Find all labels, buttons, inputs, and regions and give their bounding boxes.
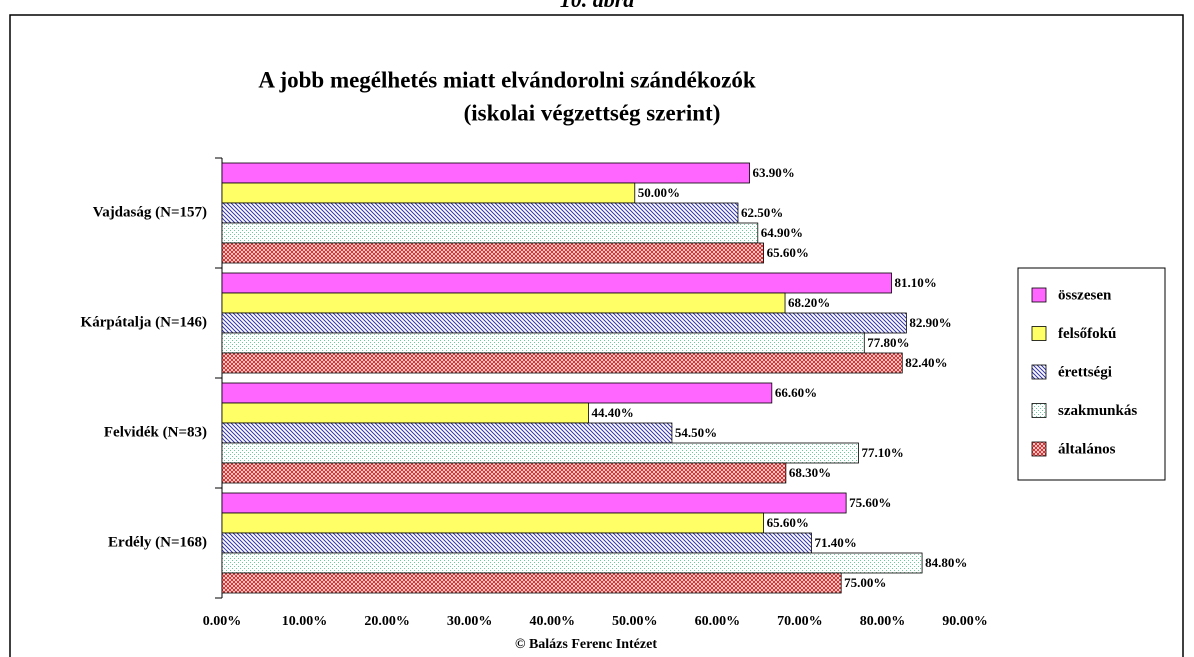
value-label: 65.60% bbox=[767, 515, 809, 530]
legend-swatch bbox=[1031, 403, 1047, 418]
x-tick-label: 10.00% bbox=[282, 614, 328, 629]
bar bbox=[221, 382, 773, 404]
value-label: 84.80% bbox=[925, 555, 967, 570]
y-tick-label: Erdély (N=168) bbox=[108, 534, 207, 550]
value-label: 64.90% bbox=[761, 225, 803, 240]
value-label: 63.90% bbox=[753, 165, 795, 180]
legend-label: általános bbox=[1058, 441, 1116, 457]
value-label: 44.40% bbox=[592, 405, 634, 420]
bar bbox=[221, 222, 759, 244]
legend-swatch bbox=[1031, 441, 1047, 457]
x-tick-label: 80.00% bbox=[860, 614, 906, 629]
legend-label: érettségi bbox=[1058, 364, 1112, 380]
legend-label: összesen bbox=[1058, 287, 1112, 303]
value-label: 81.10% bbox=[895, 275, 937, 290]
x-tick-label: 90.00% bbox=[942, 614, 988, 629]
figure-label: 10. ábra bbox=[560, 0, 635, 12]
value-label: 75.60% bbox=[849, 495, 891, 510]
y-tick-label: Vajdaság (N=157) bbox=[93, 204, 207, 220]
bar bbox=[221, 492, 847, 514]
x-tick-label: 20.00% bbox=[364, 614, 410, 629]
legend-swatch bbox=[1031, 326, 1047, 341]
bar bbox=[221, 532, 812, 554]
bar bbox=[221, 312, 907, 334]
value-label: 62.50% bbox=[741, 205, 783, 220]
value-label: 77.10% bbox=[862, 445, 904, 460]
x-tick-label: 0.00% bbox=[203, 614, 242, 629]
bar bbox=[221, 332, 865, 354]
legend-swatch bbox=[1031, 287, 1047, 303]
x-tick-label: 40.00% bbox=[529, 614, 575, 629]
bar bbox=[221, 572, 842, 594]
x-tick-label: 30.00% bbox=[447, 614, 493, 629]
value-label: 68.30% bbox=[789, 465, 831, 480]
bar bbox=[221, 552, 923, 574]
value-label: 75.00% bbox=[844, 575, 886, 590]
value-label: 71.40% bbox=[814, 535, 856, 550]
bar bbox=[221, 242, 764, 264]
value-label: 82.40% bbox=[905, 355, 947, 370]
x-tick-label: 50.00% bbox=[612, 614, 658, 629]
value-label: 66.60% bbox=[775, 385, 817, 400]
bar bbox=[221, 402, 589, 424]
source: © Balázs Ferenc Intézet bbox=[515, 637, 657, 652]
bar bbox=[221, 462, 787, 484]
bar bbox=[221, 352, 903, 374]
value-label: 50.00% bbox=[638, 185, 680, 200]
bar bbox=[221, 422, 673, 444]
value-label: 54.50% bbox=[675, 425, 717, 440]
bar bbox=[221, 512, 764, 534]
frame bbox=[9, 14, 1184, 657]
value-label: 77.80% bbox=[867, 335, 909, 350]
legend-label: felsőfokú bbox=[1058, 326, 1116, 342]
x-tick-label: 60.00% bbox=[695, 614, 741, 629]
y-tick-label: Kárpátalja (N=146) bbox=[81, 314, 207, 330]
bar bbox=[221, 442, 859, 464]
chart-title: A jobb megélhetés miatt elvándorolni szá… bbox=[258, 67, 755, 92]
bar bbox=[221, 272, 892, 294]
x-tick-label: 70.00% bbox=[777, 614, 823, 629]
bar bbox=[221, 202, 739, 224]
chart-subtitle: (iskolai végzettség szerint) bbox=[464, 100, 721, 125]
y-tick-label: Felvidék (N=83) bbox=[104, 424, 207, 440]
bar bbox=[221, 292, 786, 314]
value-label: 65.60% bbox=[767, 245, 809, 260]
legend-label: szakmunkás bbox=[1058, 403, 1137, 419]
value-label: 68.20% bbox=[788, 295, 830, 310]
legend-swatch bbox=[1031, 364, 1047, 380]
bar bbox=[221, 162, 750, 184]
bar bbox=[221, 182, 636, 204]
value-label: 82.90% bbox=[909, 315, 951, 330]
